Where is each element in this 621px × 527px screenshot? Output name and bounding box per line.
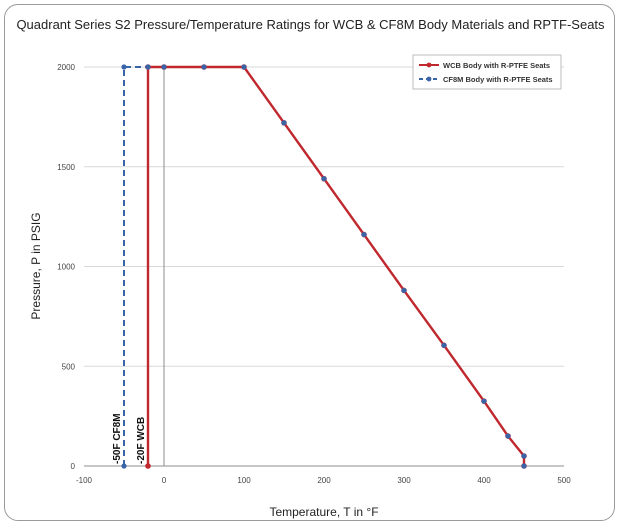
cf8m-point — [401, 287, 407, 294]
x-tick-label: 400 — [477, 476, 491, 485]
cf8m-point — [441, 342, 447, 348]
cf8m-point — [521, 453, 527, 459]
series-wcb-line — [146, 65, 526, 466]
y-tick-label: 500 — [62, 362, 76, 371]
chart-title: Quadrant Series S2 Pressure/Temperature … — [16, 17, 605, 32]
legend-swatch-marker — [426, 76, 432, 82]
cf8m-point — [241, 64, 247, 70]
legend: WCB Body with R-PTFE Seats CF8M Body with… — [412, 54, 562, 90]
annotation-label: -50F CF8M — [112, 413, 123, 464]
y-tick-label: 2000 — [57, 63, 75, 72]
chart-frame — [4, 4, 615, 521]
y-tick-label: 1000 — [57, 263, 75, 272]
wcb-point — [145, 463, 151, 469]
cf8m-point — [281, 120, 287, 126]
grid-lines — [84, 66, 564, 367]
x-tick-label: 300 — [397, 476, 411, 485]
x-tick-label: 100 — [237, 476, 251, 485]
cf8m-point — [361, 231, 367, 238]
legend-box — [412, 54, 562, 90]
x-tick-label: 0 — [162, 476, 167, 485]
cf8m-point — [161, 64, 167, 70]
x-tick-label: -100 — [76, 476, 93, 485]
y-tick-label: 0 — [71, 462, 76, 471]
annotation-label: -20F WCB — [136, 417, 147, 464]
cf8m-point — [321, 176, 327, 182]
legend-label: WCB Body with R-PTFE Seats — [443, 61, 550, 70]
annotations: -50F CF8M -20F WCB — [112, 413, 147, 464]
cf8m-point — [201, 64, 207, 70]
legend-swatch-marker — [426, 62, 432, 68]
x-tick-label: 200 — [317, 476, 331, 485]
series-layer — [121, 64, 527, 469]
cf8m-point — [121, 463, 127, 469]
cf8m-point — [521, 463, 527, 469]
cf8m-point — [121, 64, 127, 70]
x-tick-label: 500 — [557, 476, 571, 485]
cf8m-point — [145, 64, 151, 70]
cf8m-point — [505, 433, 511, 439]
legend-label: CF8M Body with R-PTFE Seats — [443, 75, 553, 84]
x-axis-label: Temperature, T in °F — [269, 505, 379, 519]
axes — [84, 67, 564, 467]
cf8m-point — [481, 398, 487, 404]
y-tick-label: 1500 — [57, 163, 75, 172]
